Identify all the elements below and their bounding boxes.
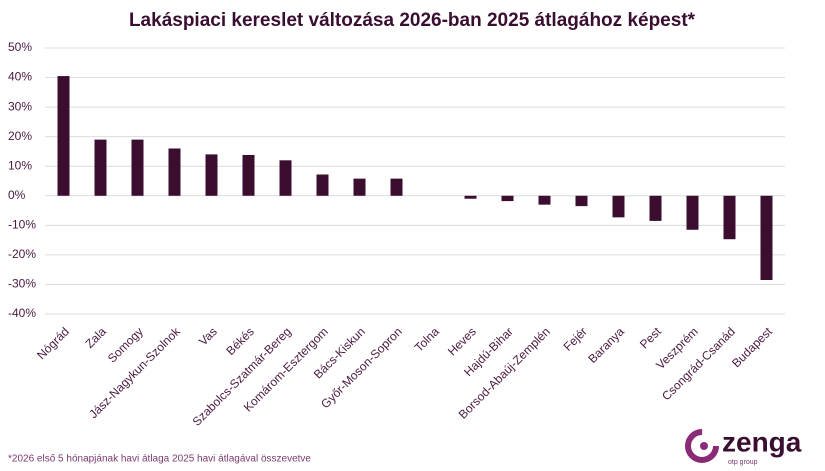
bar [168,148,181,196]
bar [501,195,514,202]
x-tick-label: Vas [196,324,220,348]
logo-icon [685,429,719,463]
y-tick-label: 10% [8,158,32,172]
bar [316,174,329,196]
x-tick-label: Heves [445,324,479,358]
x-tick-label: Nógrád [34,324,72,362]
y-tick-label: 50% [8,40,32,54]
bar [575,195,588,207]
bar [538,195,551,205]
bar [649,195,662,221]
x-tick-label: Budapest [729,324,775,370]
logo-name: zenga [722,426,802,457]
y-tick-label: 20% [8,129,32,143]
y-tick-label: 0% [8,188,26,202]
logo: zenga otp group [685,426,802,466]
logo-tagline: otp group [728,459,758,466]
bar [686,195,699,230]
bar [131,139,144,196]
y-tick-label: -20% [8,247,36,261]
bar [353,178,366,196]
bar [723,195,736,240]
chart-title: Lakáspiaci kereslet változása 2026-ban 2… [129,10,696,31]
bar [94,139,107,196]
x-tick-label: Baranya [585,324,627,366]
bar [464,195,477,199]
y-tick-label: -30% [8,277,36,291]
bar [242,154,255,196]
y-tick-label: 40% [8,70,32,84]
footnote: *2026 első 5 hónapjának havi átlaga 2025… [8,454,311,465]
bar [205,154,218,196]
bar [279,160,292,196]
x-tick-label: Zala [82,324,109,351]
bar [760,195,773,281]
logo-dot [700,442,708,450]
x-tick-label: Békés [223,324,256,357]
x-tick-label: Tolna [412,324,442,354]
bar [390,178,403,196]
y-tick-label: -40% [8,306,36,320]
x-tick-label: Pest [637,324,664,351]
y-tick-label: -10% [8,218,36,232]
bar [57,76,70,196]
y-tick-label: 30% [8,99,32,113]
bar [612,195,625,218]
x-tick-label: Fejér [561,324,590,353]
